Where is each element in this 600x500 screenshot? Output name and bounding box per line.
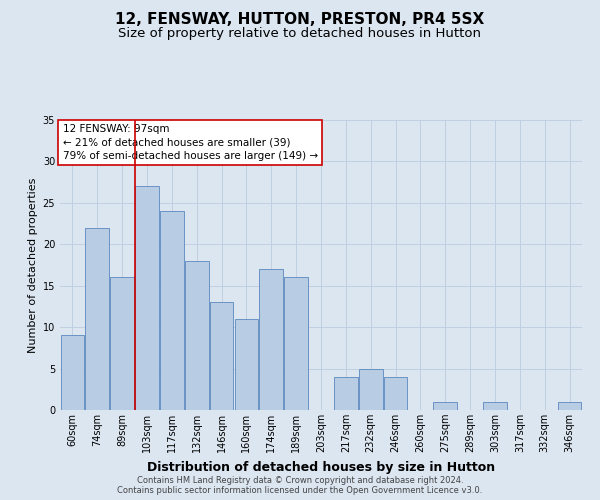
Bar — [61, 336, 84, 410]
Bar — [110, 278, 134, 410]
Bar — [135, 186, 159, 410]
Bar — [558, 402, 581, 410]
Bar — [259, 269, 283, 410]
Bar — [433, 402, 457, 410]
Bar — [85, 228, 109, 410]
Bar — [334, 377, 358, 410]
Text: Contains HM Land Registry data © Crown copyright and database right 2024.
Contai: Contains HM Land Registry data © Crown c… — [118, 476, 482, 495]
Bar — [483, 402, 507, 410]
Bar — [284, 278, 308, 410]
Text: 12, FENSWAY, HUTTON, PRESTON, PR4 5SX: 12, FENSWAY, HUTTON, PRESTON, PR4 5SX — [115, 12, 485, 28]
Bar — [210, 302, 233, 410]
Y-axis label: Number of detached properties: Number of detached properties — [28, 178, 38, 352]
Bar — [185, 261, 209, 410]
Text: 12 FENSWAY: 97sqm
← 21% of detached houses are smaller (39)
79% of semi-detached: 12 FENSWAY: 97sqm ← 21% of detached hous… — [62, 124, 318, 161]
Bar — [359, 368, 383, 410]
Bar — [384, 377, 407, 410]
Bar — [160, 211, 184, 410]
X-axis label: Distribution of detached houses by size in Hutton: Distribution of detached houses by size … — [147, 460, 495, 473]
Bar — [235, 319, 258, 410]
Text: Size of property relative to detached houses in Hutton: Size of property relative to detached ho… — [119, 28, 482, 40]
